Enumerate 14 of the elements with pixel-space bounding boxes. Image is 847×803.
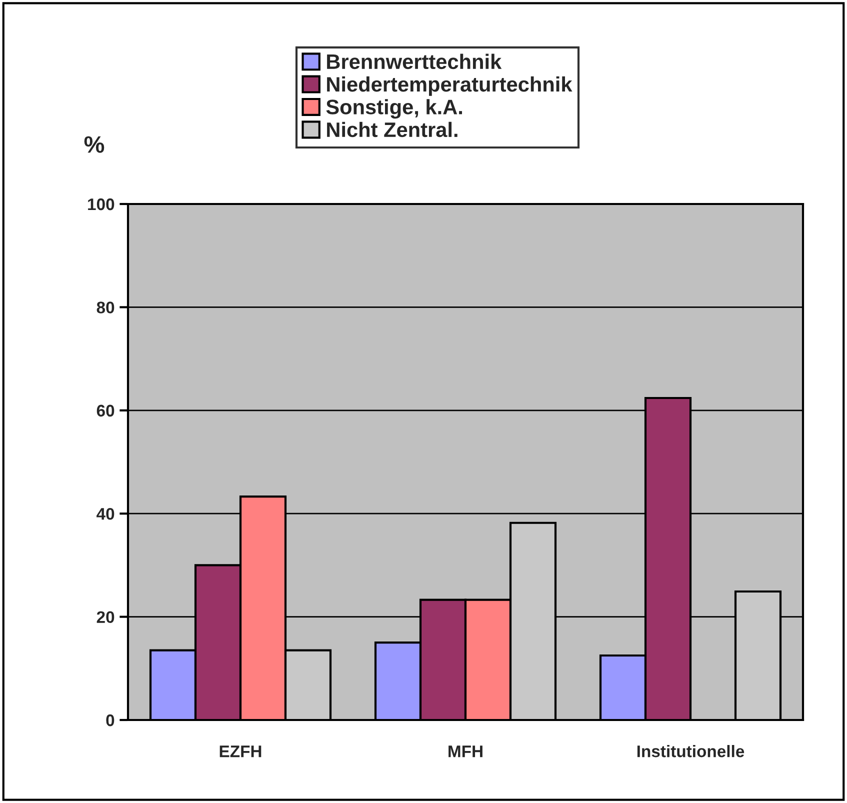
legend-label: Sonstige, k.A. [326,99,462,119]
y-tick-label: 0 [106,714,114,726]
y-axis-title: % [84,136,104,153]
legend-label: Nicht Zentral. [327,122,458,138]
y-tick-label: 100 [88,198,114,210]
legend-label: Brennwerttechnik [327,54,502,70]
y-tick-label: 80 [96,302,114,314]
y-tick-label: 40 [96,508,114,520]
legend-label: Niedertemperaturtechnik [327,76,572,96]
x-tick-label: MFH [448,746,482,758]
x-tick-label: EZFH [220,746,262,758]
y-tick-label: 20 [96,611,114,624]
x-tick-label: Institutionelle [637,745,744,758]
y-tick-label: 60 [96,404,114,417]
